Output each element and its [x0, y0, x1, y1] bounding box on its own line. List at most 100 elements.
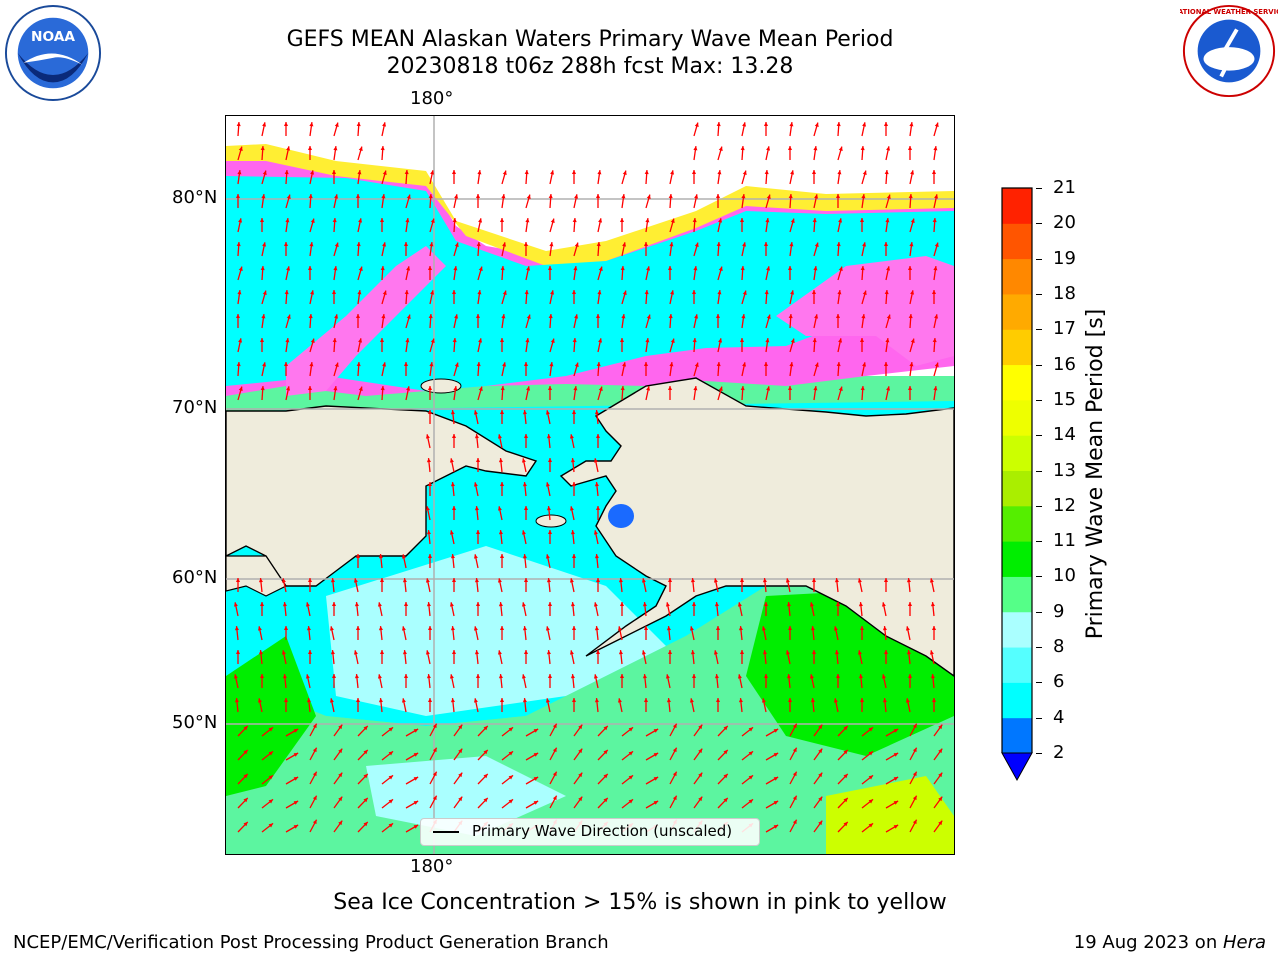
wave-arrow-head [261, 314, 266, 319]
wave-arrow-head [526, 194, 531, 199]
wave-arrow-head [432, 747, 437, 753]
wave-arrow-head [458, 724, 463, 730]
wave-arrow-head [427, 482, 433, 487]
wave-arrow-head [268, 799, 274, 804]
wave-arrow-head [862, 242, 867, 247]
wave-arrow-head [868, 799, 874, 804]
wave-arrow-head [262, 362, 267, 367]
wave-arrow-head [475, 458, 481, 463]
wave-arrow-head [814, 194, 819, 199]
wave-arrow-head [787, 626, 793, 631]
wave-arrow-head [603, 725, 608, 731]
wave-arrow-head [693, 146, 698, 151]
wave-arrow-head [723, 749, 728, 755]
wave-arrow-head [355, 314, 361, 319]
wave-arrow-head [358, 338, 363, 343]
wave-arrow-head [938, 724, 943, 730]
wave-arrow-head [262, 290, 267, 295]
wave-arrow-head [930, 674, 935, 679]
wave-arrow-head [748, 727, 754, 732]
wave-arrow-head [425, 506, 430, 511]
wave-arrow-head [309, 242, 314, 247]
wave-arrow-head [334, 194, 339, 199]
wave-arrow-head [355, 194, 361, 199]
wave-arrow-head [427, 386, 433, 391]
wave-arrow-head [293, 777, 299, 781]
wave-arrow-head [356, 362, 361, 367]
wave-arrow-head [713, 578, 718, 583]
wave-arrow-head [454, 194, 459, 199]
wave-arrow-head [268, 751, 274, 756]
colorbar-segment [1002, 541, 1032, 577]
wave-arrow-head [243, 725, 248, 731]
wave-arrow-head [818, 748, 823, 754]
max-period-patch [826, 776, 954, 854]
wave-arrow-head [378, 554, 383, 559]
wave-arrow-head [524, 290, 529, 295]
wave-arrow-head [868, 751, 874, 756]
wave-arrow-head [546, 434, 551, 439]
wave-arrow-head [450, 626, 455, 631]
wave-arrow-head [646, 314, 651, 319]
wave-arrow-head [860, 386, 865, 391]
wave-arrow-head [773, 777, 779, 781]
wave-arrow-head [498, 530, 503, 535]
wave-arrow-head [740, 146, 745, 151]
wave-arrow-head [773, 801, 779, 805]
wave-arrow-head [432, 723, 437, 729]
wave-arrow-head [835, 674, 841, 679]
wave-arrow-head [716, 362, 721, 367]
wave-arrow-head [836, 362, 841, 367]
wave-arrow-head [860, 266, 865, 271]
wave-arrow-head [698, 796, 703, 802]
wave-arrow-head [598, 218, 603, 223]
wave-arrow-head [237, 290, 242, 295]
wave-arrow-head [451, 434, 457, 439]
wave-arrow-head [312, 747, 317, 753]
wave-arrow-head [283, 122, 289, 127]
colorbar-tick-label: 20 [1053, 212, 1076, 234]
wave-arrow-head [502, 362, 507, 367]
wave-arrow-head [934, 194, 939, 199]
wave-arrow-head [653, 753, 659, 757]
wave-arrow-head [934, 314, 939, 319]
wave-arrow-head [723, 797, 728, 803]
wave-arrow-head [483, 797, 488, 803]
colorbar [1001, 187, 1033, 782]
wave-arrow-head [312, 723, 317, 729]
colorbar-tick-label: 13 [1053, 459, 1076, 481]
wave-arrow-head [718, 146, 723, 151]
wave-arrow-head [739, 338, 745, 343]
wave-arrow-head [473, 482, 478, 487]
wave-arrow-head [689, 698, 694, 703]
colorbar-frame [1001, 187, 1033, 753]
wave-arrow-head [388, 823, 394, 828]
wave-arrow-head [862, 290, 867, 295]
wave-arrow-head [388, 727, 394, 732]
wave-arrow-head [764, 170, 769, 175]
wave-arrow-head [862, 170, 867, 175]
wave-arrow-head [546, 650, 551, 655]
wave-arrow-head [353, 578, 358, 583]
wave-arrow-head [427, 626, 433, 631]
wave-arrow-head [310, 290, 315, 295]
wave-arrow-head [238, 386, 243, 391]
wave-arrow-head [868, 775, 874, 780]
wave-arrow-head [818, 796, 823, 802]
wave-arrow-head [666, 626, 671, 631]
wave-arrow-head [785, 650, 790, 655]
wave-arrow-head [525, 338, 530, 343]
wave-arrow-head [929, 578, 934, 583]
wave-arrow-head [883, 362, 889, 367]
wave-arrow-head [521, 458, 526, 463]
wave-arrow-head [691, 674, 697, 679]
wave-arrow-head [285, 218, 290, 223]
wave-arrow-head [548, 314, 553, 319]
wave-arrow-head [497, 578, 502, 583]
wave-arrow-head [500, 266, 505, 271]
wave-arrow-head [738, 698, 743, 703]
wave-arrow-head [233, 602, 238, 607]
colorbar-tick-mark [1036, 364, 1042, 366]
colorbar-tick-mark [1036, 576, 1042, 578]
wave-arrow-head [691, 290, 697, 295]
